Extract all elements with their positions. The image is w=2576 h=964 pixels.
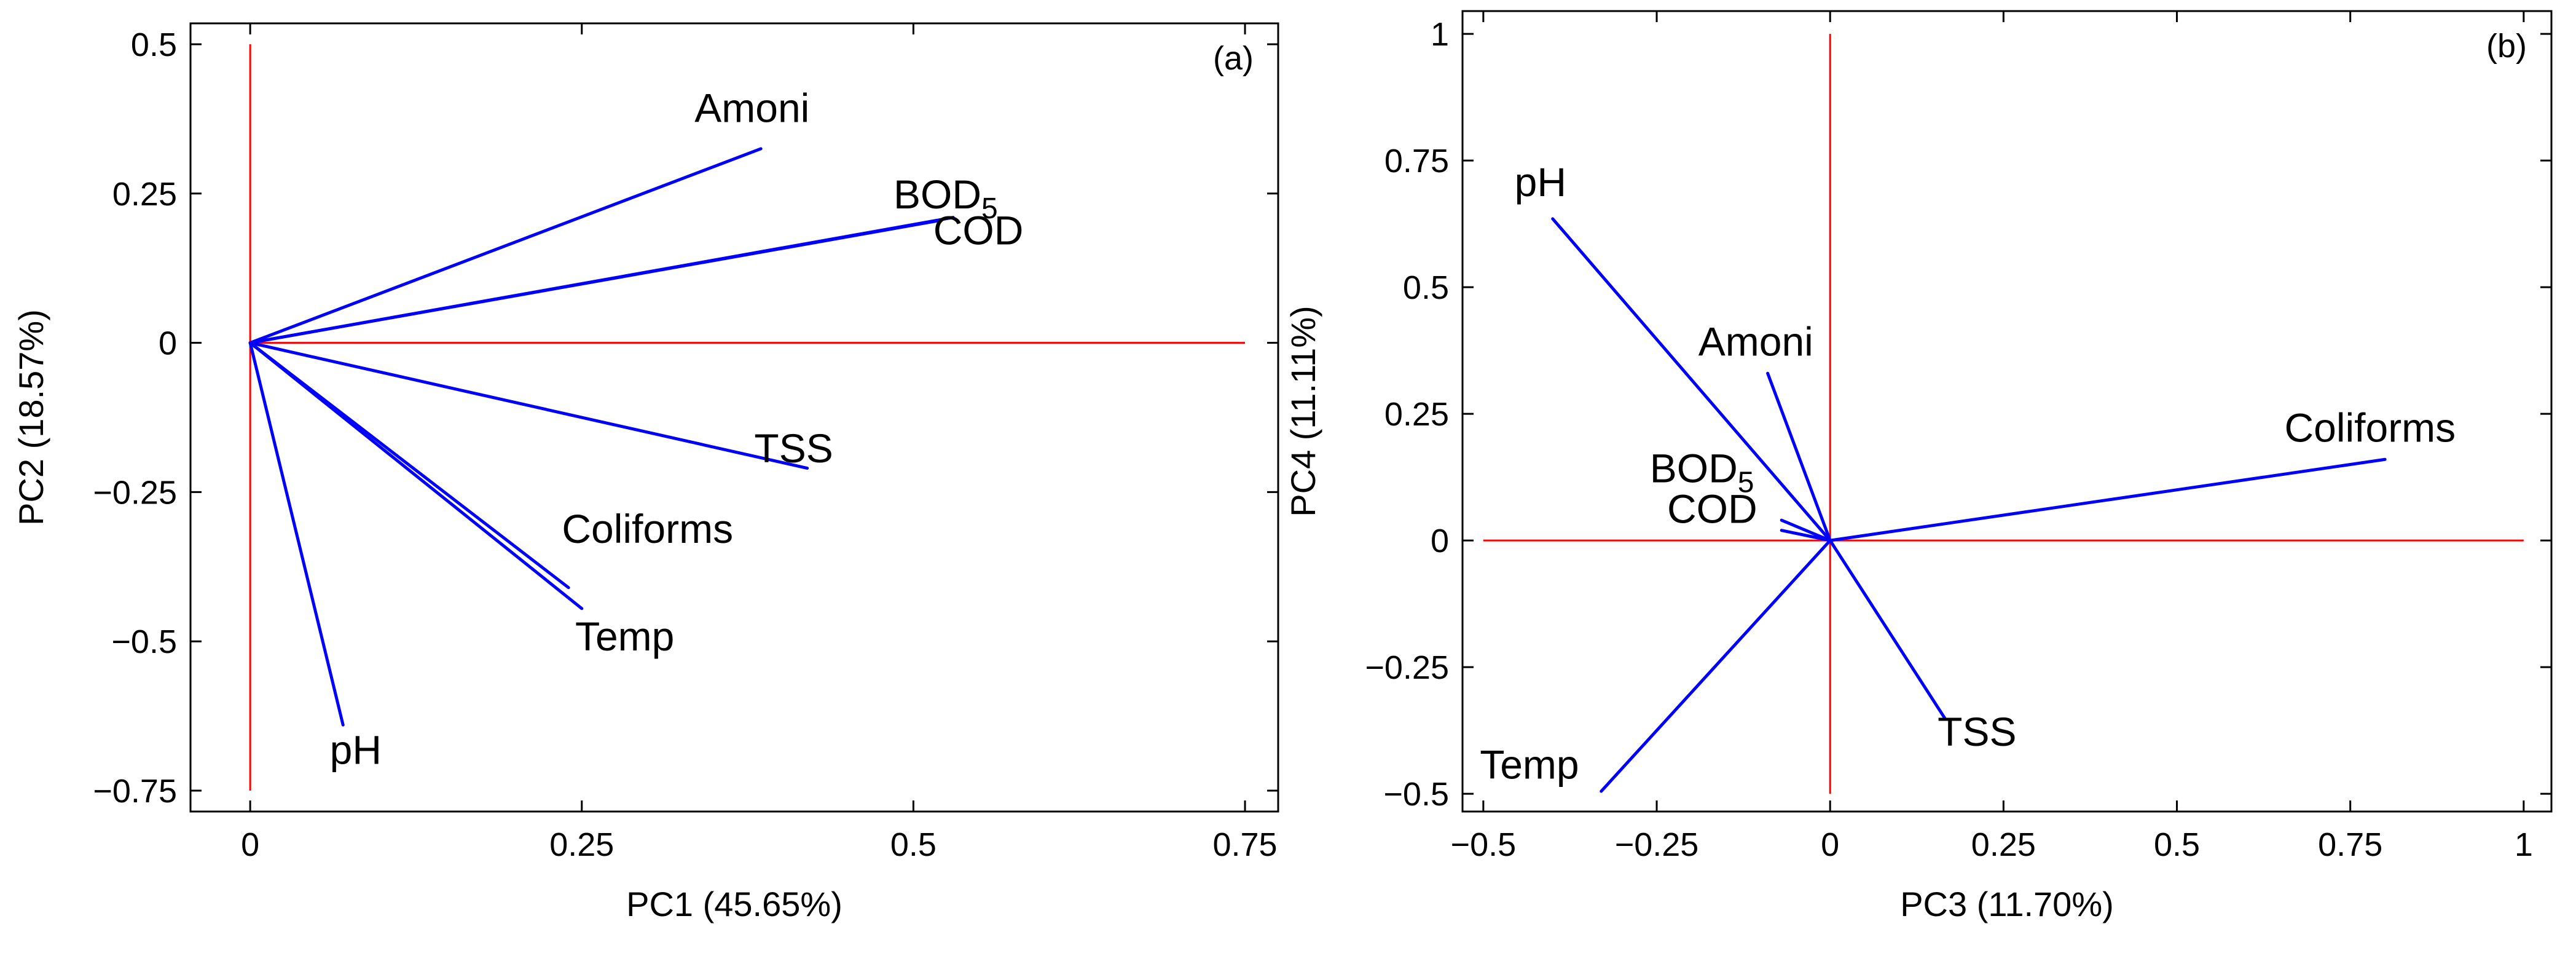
x-tick-label: 0.75 <box>1212 826 1277 863</box>
x-axis-label: PC1 (45.65%) <box>626 885 842 923</box>
y-tick-label: 1 <box>1431 16 1449 53</box>
x-tick-label: −0.5 <box>1451 826 1517 863</box>
x-tick-label: −0.25 <box>1615 826 1699 863</box>
y-axis-label: PC2 (18.57%) <box>12 309 50 526</box>
vector-label-subscript: 5 <box>981 192 998 225</box>
x-tick-label: 1 <box>2515 826 2533 863</box>
vector-label-text: COD <box>933 207 1024 253</box>
vector-label-text: TSS <box>754 425 833 471</box>
vector-label-bod5: BOD5 <box>893 172 998 225</box>
vector-label-cod: COD <box>1667 486 1757 531</box>
x-tick-label: 0.5 <box>2154 826 2200 863</box>
x-tick-label: 0.25 <box>549 826 614 863</box>
panel-label: (a) <box>1213 40 1254 77</box>
loading-vector-ph <box>1551 217 1832 542</box>
panel-b-biplot: −0.5 −0.25 0 0.25 0.5 0.75 1 −0.5 −0.25 0 0.25 0.5 0… <box>1284 10 2553 923</box>
plot-frame <box>189 22 1279 813</box>
vector-label-temp: Temp <box>1480 741 1579 787</box>
vector-label-text: Coliforms <box>562 506 733 551</box>
y-tick-label: 0.5 <box>1403 269 1449 306</box>
y-tick-label: −0.75 <box>93 773 177 810</box>
y-tick-label: 0.25 <box>112 176 177 213</box>
loading-vector-coliforms <box>1828 457 2387 542</box>
loading-vector-temp <box>1600 539 1832 793</box>
vector-label-tss: TSS <box>1938 709 2016 754</box>
vector-label-text: TSS <box>1938 709 2016 754</box>
y-tick-label: 0 <box>159 325 177 362</box>
vector-label-text: BOD <box>893 172 981 217</box>
y-axis-label: PC4 (11.11%) <box>1284 306 1322 516</box>
vector-label-coliforms: Coliforms <box>2284 405 2456 450</box>
plot-frame <box>1461 10 2553 813</box>
y-tick-label: 0.75 <box>1384 143 1449 180</box>
loading-vector-ph <box>248 341 345 727</box>
x-tick-label: 0 <box>241 826 259 863</box>
loading-vector-tss <box>1828 539 1946 720</box>
panel-label: (b) <box>2486 28 2527 65</box>
vector-label-text: Coliforms <box>2284 405 2456 450</box>
y-tick-label: 0.5 <box>131 26 177 63</box>
y-tick-label: −0.5 <box>1383 776 1449 813</box>
vector-label-amoni: Amoni <box>694 85 809 130</box>
x-tick-label: 0.5 <box>890 826 937 863</box>
vector-label-text: Amoni <box>694 85 809 130</box>
vector-label-cod: COD <box>933 207 1024 253</box>
vector-label-bod5: BOD5 <box>1650 445 1754 499</box>
loading-vector-bod5 <box>1780 518 1832 542</box>
x-tick-label: 0.75 <box>2318 826 2382 863</box>
vector-label-text: Temp <box>1480 741 1579 787</box>
vector-label-text: COD <box>1667 486 1757 531</box>
loading-vector-tss <box>248 341 809 470</box>
loading-vector-amoni <box>1766 371 1832 542</box>
loading-vector-temp <box>248 341 584 610</box>
y-tick-label: 0 <box>1431 523 1449 559</box>
loading-vector-cod <box>248 216 955 345</box>
x-tick-label: 0 <box>1821 826 1839 863</box>
y-tick-label: −0.25 <box>93 474 177 511</box>
vector-label-text: pH <box>1515 159 1566 205</box>
vector-label-ph: pH <box>330 727 382 772</box>
loading-vector-cod <box>1780 529 1832 542</box>
x-axis-label: PC3 (11.70%) <box>1900 885 2114 923</box>
vector-label-coliforms: Coliforms <box>562 506 733 551</box>
vector-label-tss: TSS <box>754 425 833 471</box>
y-tick-label: −0.25 <box>1365 649 1449 686</box>
vector-label-text: BOD <box>1650 445 1738 491</box>
vector-label-text: pH <box>330 727 382 772</box>
loading-vector-amoni <box>248 147 763 345</box>
panel-a-biplot: 0 0.25 0.5 0.75 −0.75 −0.5 −0.25 0 0.25 0.5 PC1 (4… <box>12 22 1279 923</box>
vector-label-text: Amoni <box>1698 318 1813 364</box>
vector-label-text: Temp <box>575 614 674 659</box>
vector-label-amoni: Amoni <box>1698 318 1813 364</box>
x-tick-label: 0.25 <box>1971 826 2036 863</box>
y-tick-label: 0.25 <box>1384 396 1449 433</box>
vector-label-subscript: 5 <box>1738 466 1754 499</box>
y-tick-label: −0.5 <box>111 623 177 660</box>
vector-label-temp: Temp <box>575 614 674 659</box>
vector-label-ph: pH <box>1515 159 1566 205</box>
